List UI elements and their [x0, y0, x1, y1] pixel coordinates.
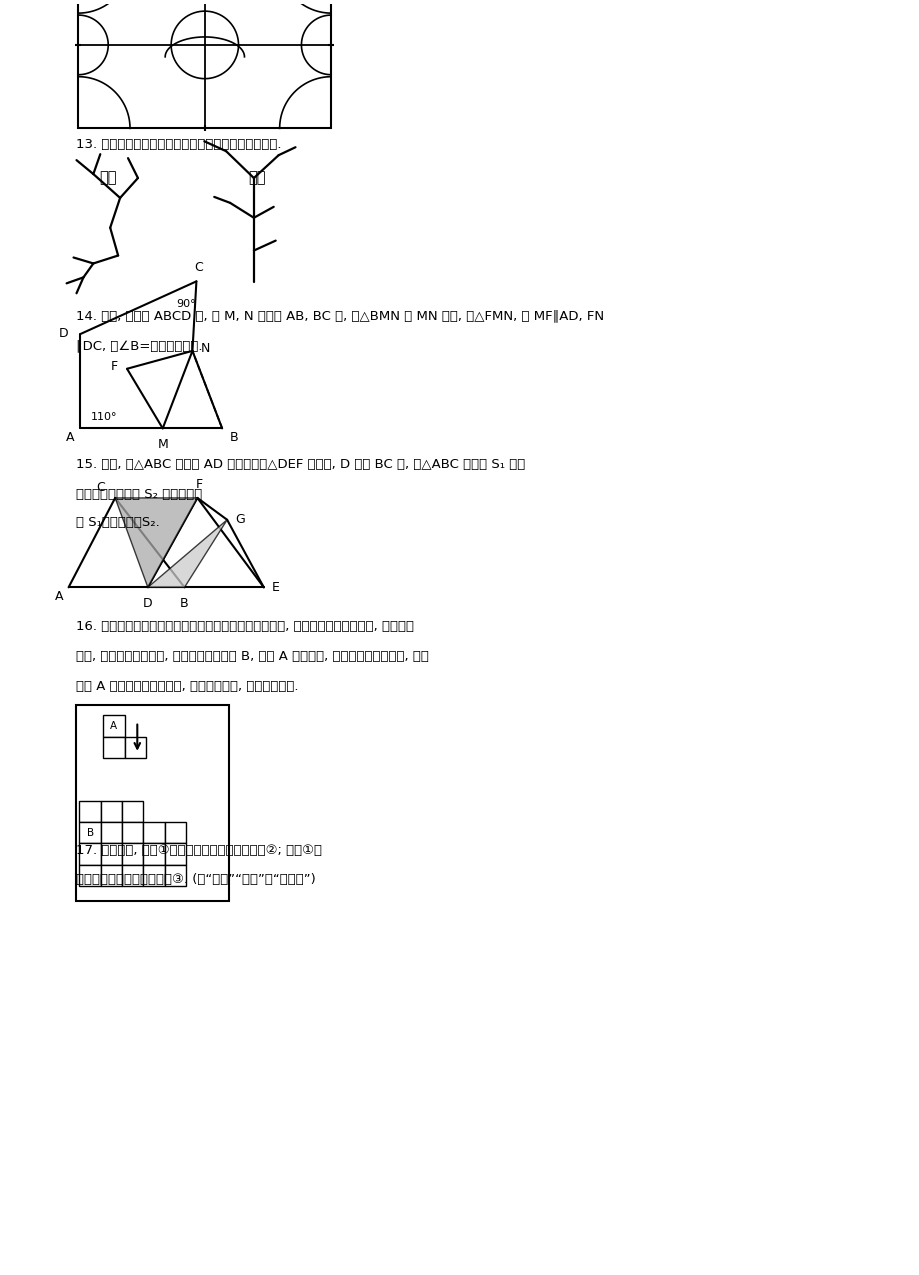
Bar [165, 864, 186, 886]
Bar [122, 822, 143, 843]
Bar [79, 843, 101, 864]
Text: G: G [234, 514, 244, 527]
Bar [79, 864, 101, 886]
Text: A: A [66, 431, 74, 445]
Text: 乙树: 乙树 [248, 170, 266, 185]
Text: F: F [196, 478, 203, 491]
Bar [101, 864, 122, 886]
Text: E: E [271, 581, 279, 594]
Text: A: A [54, 590, 62, 603]
Text: 90°: 90° [176, 300, 196, 310]
Text: C: C [96, 481, 105, 493]
Text: 13. 如图所示的乙树是由甲树经过＿＿＿＿变换得到的.: 13. 如图所示的乙树是由甲树经过＿＿＿＿变换得到的. [75, 138, 280, 152]
Text: D: D [59, 328, 69, 340]
Bar [165, 843, 186, 864]
Bar [124, 737, 146, 757]
Text: 图案 A 先＿＿＿＿＿＿＿＿, 再＿＿＿＿＿, 再＿＿＿＿＿.: 图案 A 先＿＿＿＿＿＿＿＿, 再＿＿＿＿＿, 再＿＿＿＿＿. [75, 680, 298, 692]
Text: 14. 如图, 四边形 ABCD 中, 点 M, N 分别在 AB, BC 上, 将△BMN 沿 MN 翳折, 得△FMN, 若 MF∥AD, FN: 14. 如图, 四边形 ABCD 中, 点 M, N 分别在 AB, BC 上,… [75, 309, 603, 323]
Bar [79, 822, 101, 843]
Text: 110°: 110° [90, 412, 117, 422]
Text: ∥DC, 则∠B=＿＿＿＿＿＿.: ∥DC, 则∠B=＿＿＿＿＿＿. [75, 339, 202, 352]
Text: F: F [111, 361, 118, 374]
Text: 得分, 若在玩游戏过程中, 已拼好的图案如图 B, 图案 A 向下运动, 为了使所有图案消失, 应将: 得分, 若在玩游戏过程中, 已拼好的图案如图 B, 图案 A 向下运动, 为了使… [75, 650, 428, 663]
Bar [78, 0, 331, 129]
Bar [101, 801, 122, 822]
Bar [122, 843, 143, 864]
Text: C: C [194, 261, 202, 274]
Bar [103, 737, 124, 757]
Bar [101, 843, 122, 864]
Text: 阴影部分面积之和 S₂ 的大小关系: 阴影部分面积之和 S₂ 的大小关系 [75, 488, 201, 501]
Polygon shape [115, 499, 198, 588]
Text: 15. 如图, 将△ABC 沿直线 AD 方向平移到△DEF 的位置, D 点在 BC 上, 则△ABC 的面积 S₁ 和两: 15. 如图, 将△ABC 沿直线 AD 方向平移到△DEF 的位置, D 点在… [75, 458, 524, 472]
Bar [165, 822, 186, 843]
Text: 16. 有一种拼图游戏是当一行或多行的小方格排列完整时, 这一行或多行自动消失, 此时玩家: 16. 有一种拼图游戏是当一行或多行的小方格排列完整时, 这一行或多行自动消失,… [75, 620, 413, 634]
Bar [143, 843, 165, 864]
Text: B: B [180, 597, 188, 611]
Text: B: B [230, 431, 238, 445]
Text: 过＿＿＿＿＿变换得到图形③. (填“平移”“旋转”或“轴对称”): 过＿＿＿＿＿变换得到图形③. (填“平移”“旋转”或“轴对称”) [75, 873, 315, 886]
Text: 为 S₁＿＿＿＿＿S₂.: 为 S₁＿＿＿＿＿S₂. [75, 516, 159, 529]
Polygon shape [148, 520, 227, 588]
Bar [122, 864, 143, 886]
Bar [143, 822, 165, 843]
Text: M: M [157, 439, 168, 451]
Text: A: A [110, 720, 118, 731]
Bar [101, 822, 122, 843]
Text: N: N [200, 343, 210, 356]
Bar [143, 864, 165, 886]
Bar [79, 801, 101, 822]
Bar [75, 705, 228, 900]
Text: B: B [86, 827, 94, 838]
Text: 17. 如图所示, 图形①经过＿＿＿＿变换得到图形②; 图形①经: 17. 如图所示, 图形①经过＿＿＿＿变换得到图形②; 图形①经 [75, 844, 321, 857]
Text: 甲树: 甲树 [99, 170, 117, 185]
Bar [122, 801, 143, 822]
Text: D: D [142, 597, 153, 611]
Bar [103, 715, 124, 737]
